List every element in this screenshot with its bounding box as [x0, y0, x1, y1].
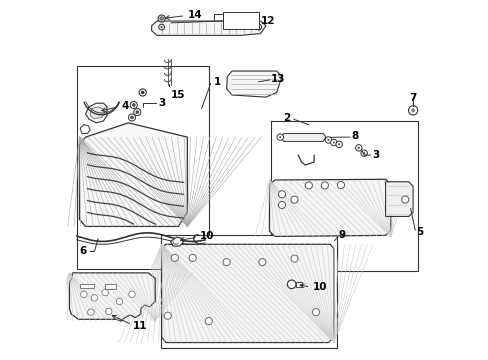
Polygon shape: [151, 21, 265, 35]
Circle shape: [337, 181, 344, 189]
Polygon shape: [162, 244, 333, 342]
Circle shape: [91, 295, 98, 301]
Polygon shape: [85, 103, 107, 123]
Circle shape: [128, 114, 135, 121]
Text: 7: 7: [408, 93, 416, 103]
Text: 6: 6: [79, 247, 86, 256]
Text: 1: 1: [213, 77, 220, 87]
Circle shape: [158, 15, 165, 22]
Circle shape: [290, 255, 298, 262]
Circle shape: [312, 309, 319, 316]
Circle shape: [360, 150, 366, 157]
Polygon shape: [385, 182, 412, 216]
Circle shape: [401, 196, 408, 203]
Circle shape: [105, 308, 112, 315]
Bar: [271, 121, 417, 271]
Bar: [80, 284, 94, 288]
Circle shape: [136, 111, 139, 113]
Circle shape: [171, 254, 178, 261]
Circle shape: [139, 89, 146, 96]
Circle shape: [321, 182, 328, 189]
Text: 13: 13: [270, 74, 285, 84]
Circle shape: [130, 116, 133, 119]
Polygon shape: [269, 179, 390, 237]
Circle shape: [407, 106, 417, 115]
Text: 3: 3: [158, 98, 165, 108]
Circle shape: [357, 147, 359, 149]
Circle shape: [355, 145, 361, 151]
Text: 2: 2: [283, 113, 290, 123]
Circle shape: [164, 312, 171, 319]
Polygon shape: [80, 123, 187, 226]
Circle shape: [335, 141, 342, 148]
Circle shape: [290, 196, 298, 203]
Circle shape: [287, 280, 295, 289]
Circle shape: [305, 182, 312, 189]
Polygon shape: [226, 71, 282, 97]
Text: 14: 14: [187, 10, 202, 20]
Circle shape: [330, 139, 336, 146]
Circle shape: [258, 258, 265, 266]
Circle shape: [128, 291, 135, 297]
Circle shape: [255, 24, 261, 30]
Circle shape: [116, 298, 122, 305]
Circle shape: [159, 24, 164, 30]
Text: 9: 9: [338, 230, 345, 240]
Text: 15: 15: [171, 90, 185, 100]
Circle shape: [132, 104, 135, 107]
Circle shape: [141, 91, 144, 94]
Text: 10: 10: [312, 282, 326, 292]
Circle shape: [410, 109, 414, 112]
Circle shape: [87, 309, 94, 315]
Circle shape: [134, 109, 141, 116]
Text: 12: 12: [260, 16, 275, 26]
Circle shape: [102, 289, 108, 296]
Polygon shape: [170, 237, 183, 246]
Circle shape: [189, 254, 196, 261]
Text: 4: 4: [121, 101, 128, 111]
Circle shape: [332, 141, 334, 144]
Circle shape: [205, 318, 212, 325]
Circle shape: [278, 202, 285, 208]
Bar: [105, 284, 116, 289]
Circle shape: [160, 17, 163, 20]
Bar: [223, 12, 258, 29]
Polygon shape: [90, 107, 104, 118]
Polygon shape: [80, 125, 90, 134]
Circle shape: [363, 152, 365, 154]
Text: 8: 8: [351, 131, 358, 141]
Circle shape: [257, 26, 259, 28]
Polygon shape: [281, 134, 325, 141]
Circle shape: [223, 258, 230, 266]
Text: 10: 10: [200, 231, 214, 242]
Polygon shape: [69, 273, 155, 321]
Circle shape: [337, 143, 340, 145]
Bar: [160, 235, 337, 348]
Circle shape: [276, 134, 283, 140]
Circle shape: [279, 136, 281, 138]
Circle shape: [325, 137, 331, 143]
Text: 3: 3: [372, 150, 379, 160]
Bar: [214, 14, 255, 28]
Text: 5: 5: [415, 227, 422, 237]
Bar: [296, 282, 301, 287]
Circle shape: [278, 191, 285, 198]
Circle shape: [326, 139, 329, 141]
Circle shape: [81, 291, 87, 297]
Bar: [77, 66, 208, 269]
Circle shape: [160, 26, 163, 28]
Text: 11: 11: [133, 321, 147, 331]
Circle shape: [130, 102, 137, 109]
